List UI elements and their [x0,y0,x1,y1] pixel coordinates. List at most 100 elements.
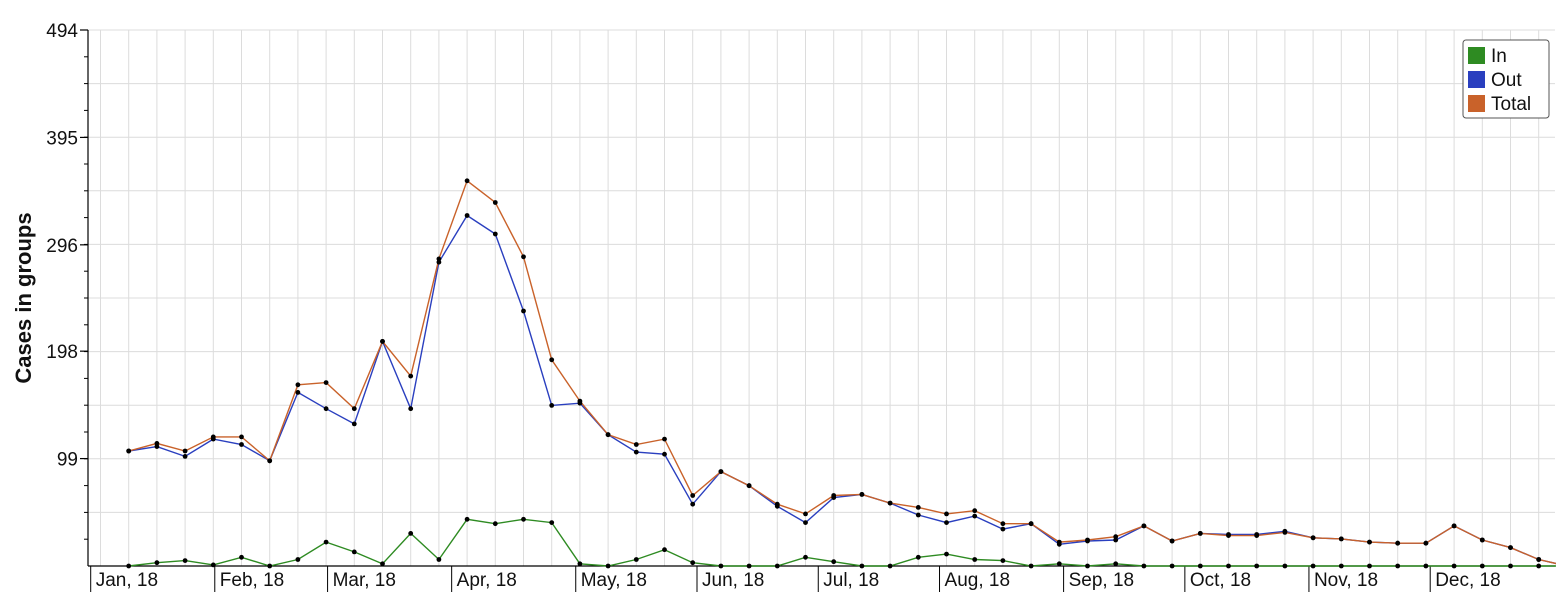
data-point-out [549,403,555,408]
data-point-total [1085,537,1090,543]
data-point-in [944,551,949,557]
y-tick-label: 395 [46,128,78,149]
data-point-in [774,563,780,569]
data-point-in [1310,563,1316,569]
data-point-in [1338,563,1344,569]
data-point-in [746,563,752,569]
data-point-in [662,547,667,553]
data-point-total [1508,545,1513,550]
data-point-total [1028,521,1034,527]
data-point-out [690,501,696,507]
data-point-out [915,512,921,518]
data-point-total [239,434,244,440]
data-point-total [1536,557,1542,562]
data-point-in [1028,563,1034,569]
data-point-total [972,508,978,514]
data-point-total [690,493,696,498]
data-point-in [690,560,696,566]
data-point-total [1169,538,1175,544]
data-point-total [1367,539,1372,545]
data-point-in [1282,563,1288,569]
legend-swatch-total [1468,95,1485,112]
data-point-in [1395,563,1401,569]
data-point-total [887,500,893,506]
data-point-total [1141,523,1147,529]
data-point-total [267,458,273,464]
data-point-out [662,451,667,457]
data-point-in [323,539,329,545]
x-tick-label: Sep, 18 [1069,570,1135,591]
legend-label-out: Out [1491,70,1522,91]
data-point-out [972,513,978,519]
data-point-total [1056,539,1062,545]
data-point-total [831,493,837,498]
data-point-in [1141,563,1147,569]
legend-label-total: Total [1491,94,1531,115]
data-point-total [1451,523,1457,529]
x-tick-label: Oct, 18 [1190,570,1251,591]
data-point-in [408,531,414,536]
y-tick-label: 296 [46,236,78,257]
data-point-in [1226,563,1231,569]
data-point-in [1479,563,1485,569]
data-point-total [182,448,188,454]
data-point-in [267,563,273,569]
data-point-in [633,557,639,562]
data-point-out [803,520,808,525]
data-point-total [1282,530,1288,535]
data-point-out [323,406,329,412]
data-point-total [633,442,639,447]
data-point-in [831,559,837,565]
data-point-in [380,561,385,567]
data-point-in [436,557,442,562]
series-points [126,178,1542,569]
legend: In Out Total [1462,39,1550,119]
data-point-in [1056,561,1062,567]
data-point-total [605,432,611,438]
data-point-in [1169,563,1175,569]
data-point-total [436,256,442,262]
data-point-in [464,516,470,522]
x-tick-label: Jan, 18 [96,570,158,591]
data-point-total [1479,537,1485,543]
data-point-total [154,441,160,446]
data-point-total [210,434,216,440]
data-point-out [633,449,639,455]
y-tick-label: 99 [57,450,78,471]
data-point-total [1000,521,1006,527]
data-point-total [1338,536,1344,542]
data-point-in [915,554,921,560]
data-point-total [774,501,780,507]
data-point-out [182,454,188,459]
data-point-out [239,442,244,447]
data-point-total [1423,540,1429,546]
data-point-in [210,562,216,568]
data-point-in [1508,563,1513,569]
data-point-in [1113,561,1119,567]
data-point-in [1000,558,1006,563]
data-point-total [1197,531,1203,536]
data-point-out [1113,537,1119,543]
data-point-total [295,382,301,388]
data-point-in [718,563,724,569]
y-tick-label: 198 [46,342,78,363]
data-point-in [154,560,160,566]
x-tick-label: May, 18 [581,570,647,591]
data-point-in [803,554,808,560]
data-point-out [408,406,414,412]
x-tick-label: Aug, 18 [945,570,1011,591]
data-point-out [351,421,357,427]
data-point-out [436,259,442,265]
x-tick-label: Feb, 18 [220,570,284,591]
data-point-in [492,521,498,527]
data-point-in [605,563,611,569]
data-point-total [408,373,414,379]
x-tick-label: Dec, 18 [1435,570,1500,591]
data-point-in [351,549,357,555]
data-point-out [464,213,470,218]
legend-label-in: In [1491,46,1507,67]
series-line-in [128,518,1556,567]
data-point-in [972,557,978,562]
x-tick-label: Apr, 18 [457,570,517,591]
